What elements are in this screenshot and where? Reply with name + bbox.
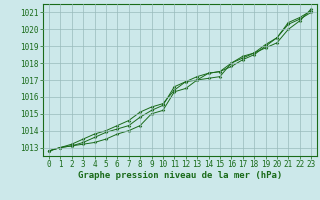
X-axis label: Graphe pression niveau de la mer (hPa): Graphe pression niveau de la mer (hPa)	[78, 171, 282, 180]
